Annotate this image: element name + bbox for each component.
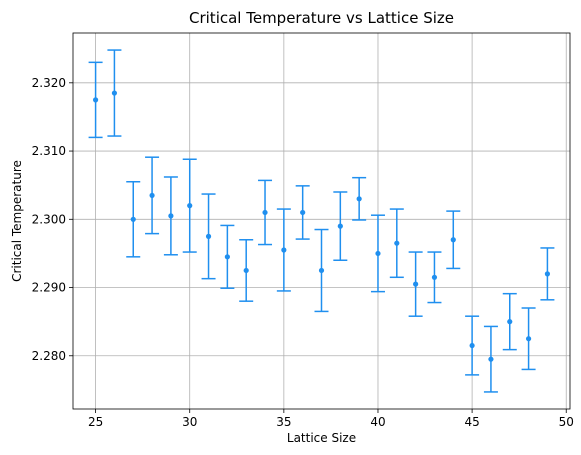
- y-axis-label: Critical Temperature: [10, 160, 24, 282]
- data-point: [281, 247, 287, 253]
- data-point-group: [314, 228, 329, 313]
- data-point: [243, 267, 249, 274]
- data-point: [544, 271, 551, 277]
- data-point-group: [540, 247, 555, 301]
- data-point-group: [107, 49, 122, 137]
- data-point: [525, 336, 532, 342]
- data-point: [413, 281, 419, 287]
- series: [88, 49, 555, 393]
- data-point-group: [126, 181, 141, 258]
- data-point: [224, 254, 230, 260]
- data-point-group: [145, 156, 160, 235]
- y-tick-label: 2.320: [32, 76, 66, 90]
- data-point-group: [182, 158, 197, 253]
- data-point-group: [483, 325, 498, 393]
- data-point-group: [446, 210, 461, 270]
- x-tick-label: 50: [559, 415, 574, 429]
- x-tick-label: 40: [370, 415, 385, 429]
- data-point-group: [258, 179, 273, 246]
- y-tick-label: 2.290: [32, 281, 66, 295]
- data-point: [168, 213, 174, 219]
- data-point: [450, 237, 456, 243]
- chart-title: Critical Temperature vs Lattice Size: [189, 9, 454, 27]
- data-point-group: [220, 224, 235, 289]
- y-axis-ticks: 2.280 2.290 2.300 2.310 2.320: [32, 76, 73, 363]
- data-point: [394, 240, 400, 246]
- y-tick-label: 2.310: [32, 144, 66, 158]
- data-point-group: [295, 185, 310, 240]
- data-point: [92, 97, 99, 103]
- axes-frame: [72, 32, 571, 410]
- data-point-group: [427, 251, 442, 304]
- data-point: [111, 90, 118, 96]
- data-point: [318, 267, 325, 274]
- data-point-group: [88, 61, 103, 139]
- x-tick-label: 30: [182, 415, 197, 429]
- x-axis-ticks: 25 30 35 40 45 50: [88, 409, 574, 429]
- data-point: [205, 233, 212, 239]
- x-axis-label: Lattice Size: [287, 431, 356, 445]
- data-point-group: [465, 315, 480, 376]
- x-tick-label: 45: [464, 415, 479, 429]
- data-point: [488, 356, 494, 362]
- x-tick-label: 25: [88, 415, 103, 429]
- data-point-group: [352, 176, 367, 221]
- grid: [73, 33, 570, 409]
- data-point: [431, 274, 438, 280]
- data-point-group: [163, 176, 178, 256]
- data-point: [149, 192, 155, 199]
- data-point: [469, 342, 475, 349]
- data-point-group: [521, 307, 536, 371]
- data-point-group: [389, 208, 404, 279]
- data-point: [300, 209, 306, 216]
- y-tick-label: 2.280: [32, 349, 66, 363]
- data-point-group: [239, 239, 254, 302]
- data-point-group: [408, 251, 423, 317]
- data-point: [507, 319, 513, 325]
- data-point: [262, 209, 268, 216]
- data-point: [375, 250, 381, 257]
- data-point-group: [370, 214, 385, 293]
- data-point-group: [201, 193, 216, 280]
- data-point-group: [276, 208, 291, 292]
- data-point-group: [333, 191, 348, 261]
- x-tick-label: 35: [276, 415, 291, 429]
- data-point: [337, 223, 343, 229]
- data-point: [130, 216, 136, 222]
- data-point: [356, 196, 362, 202]
- y-tick-label: 2.300: [32, 212, 66, 226]
- data-point-group: [502, 292, 517, 351]
- data-point: [187, 203, 193, 209]
